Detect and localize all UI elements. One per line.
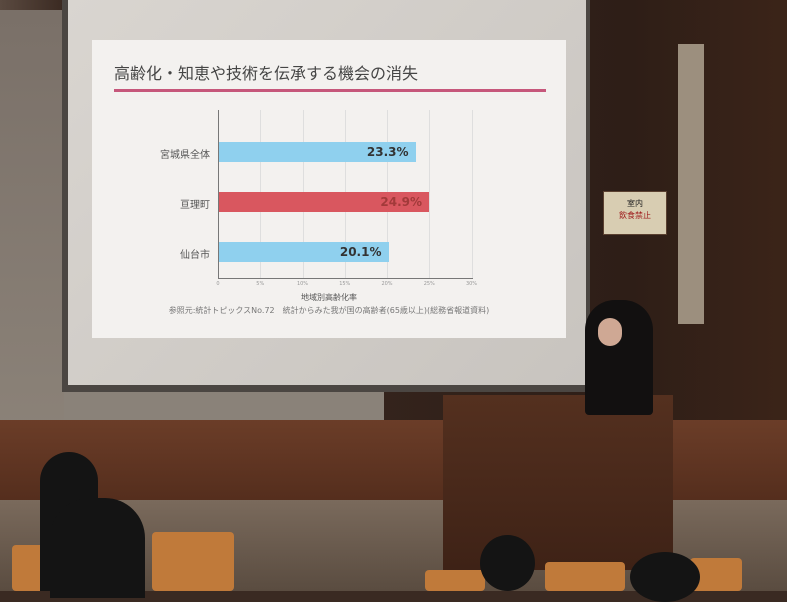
bar — [219, 192, 430, 212]
source-note: 参照元:統計トピックスNo.72 統計からみた我が国の高齢者(65歳以上)(総務… — [168, 306, 490, 315]
audience-member — [50, 498, 145, 598]
bar — [219, 242, 389, 262]
slide-title: 高齢化・知恵や技術を伝承する機会の消失 — [114, 64, 419, 83]
podium — [443, 395, 673, 570]
wall-speaker-column — [678, 44, 704, 324]
chair — [545, 562, 625, 591]
x-tick-label: 25% — [423, 281, 435, 287]
chair — [152, 532, 234, 591]
bar — [219, 142, 416, 162]
title-rule — [114, 89, 546, 92]
left-wall — [0, 10, 64, 460]
gridline — [429, 110, 431, 278]
sign-line1: 室内 — [627, 199, 643, 208]
x-tick-label: 30% — [465, 281, 478, 287]
bar-value-label: 23.3% — [366, 145, 409, 159]
x-tick-label: 10% — [296, 281, 309, 287]
gridline — [471, 110, 473, 278]
x-axis — [218, 278, 473, 279]
chair — [425, 570, 485, 591]
speaker-face — [598, 318, 622, 346]
x-axis-title: 地域別高齢化率 — [301, 293, 357, 302]
bar-value-label: 24.9% — [380, 195, 423, 209]
speaker — [585, 300, 653, 415]
slide: 高齢化・知恵や技術を伝承する機会の消失 地域別高齢化率 参照元:統計トピックスN… — [92, 40, 566, 338]
category-label: 宮城県全体 — [160, 150, 210, 161]
sign-line2: 飲食禁止 — [619, 211, 651, 220]
x-tick-label: 0 — [216, 281, 220, 287]
x-tick-label: 5% — [256, 281, 265, 287]
category-label: 亘理町 — [180, 200, 210, 211]
y-axis — [218, 110, 219, 278]
x-tick-label: 20% — [381, 281, 393, 287]
no-eating-sign: 室内 飲食禁止 — [603, 191, 667, 235]
audience-member — [630, 552, 700, 602]
x-tick-label: 15% — [339, 281, 351, 287]
bar-value-label: 20.1% — [339, 245, 382, 259]
category-label: 仙台市 — [180, 250, 210, 261]
audience-member — [480, 535, 535, 591]
